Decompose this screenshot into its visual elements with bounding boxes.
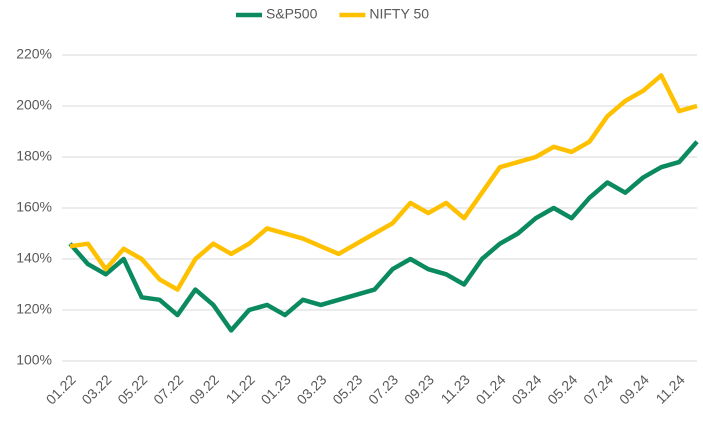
y-tick-label: 160% [16, 199, 52, 215]
x-tick-label: 07.24 [580, 371, 616, 407]
x-tick-label: 01.22 [43, 371, 79, 407]
legend-label: NIFTY 50 [369, 6, 429, 22]
x-tick-label: 05.24 [544, 371, 580, 407]
y-tick-label: 120% [16, 301, 52, 317]
x-tick-label: 03.23 [293, 371, 329, 407]
y-tick-label: 100% [16, 352, 52, 368]
line-series [68, 140, 699, 333]
legend-label: S&P500 [266, 6, 318, 22]
y-tick-label: 140% [16, 250, 52, 266]
x-tick-label: 07.23 [365, 371, 401, 407]
line-series [69, 73, 698, 292]
x-tick-label: 03.24 [508, 371, 544, 407]
x-tick-label: 09.23 [401, 371, 437, 407]
x-tick-label: 11.23 [437, 371, 473, 407]
x-tick-label: 07.22 [150, 371, 186, 407]
y-tick-label: 180% [16, 148, 52, 164]
x-tick-label: 11.22 [223, 371, 259, 407]
x-tick-label: 01.23 [258, 371, 294, 407]
y-tick-label: 220% [16, 46, 52, 62]
x-tick-label: 03.22 [78, 371, 114, 407]
y-tick-label: 200% [16, 97, 52, 113]
x-tick-label: 09.24 [616, 371, 652, 407]
x-tick-label: 01.24 [473, 371, 509, 407]
x-tick-label: 05.23 [329, 371, 365, 407]
x-tick-label: 09.22 [186, 371, 222, 407]
x-tick-label: 11.24 [652, 371, 688, 407]
x-tick-label: 05.22 [114, 371, 150, 407]
